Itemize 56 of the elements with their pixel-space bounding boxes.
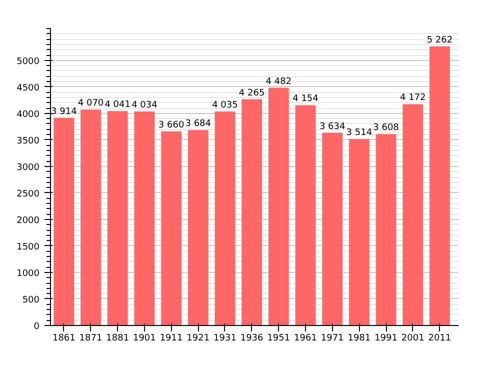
data-label: 4 041: [104, 100, 130, 110]
y-tick-label: 0: [34, 322, 40, 332]
y-tick-label: 1000: [16, 268, 40, 279]
x-tick-label: 1861: [52, 334, 76, 344]
bar: [134, 112, 155, 326]
bar: [107, 111, 128, 326]
data-label: 3 514: [346, 128, 372, 138]
x-tick-label: 1991: [374, 334, 398, 344]
y-tick-label: 1500: [16, 242, 40, 252]
y-tick-label: 5000: [16, 56, 40, 67]
y-tick-label: 3000: [16, 162, 40, 173]
data-label: 4 035: [212, 100, 238, 110]
bar: [402, 104, 424, 326]
x-tick-label: 1936: [240, 334, 264, 344]
bar: [188, 130, 208, 326]
y-tick-label: 3500: [16, 136, 40, 146]
y-tick-label: 2500: [16, 189, 40, 200]
x-tick-label: 1961: [294, 334, 317, 344]
data-label: 3 660: [158, 120, 184, 130]
y-tick-label: 2000: [16, 216, 40, 226]
y-tick-label: 4500: [16, 83, 40, 94]
x-tick-label: 1931: [214, 334, 236, 344]
data-label: 3 634: [319, 122, 346, 132]
x-tick-label: 1971: [320, 334, 344, 344]
y-tick-label: 500: [22, 295, 40, 306]
data-label: 3 608: [373, 123, 400, 134]
data-label: 4 265: [238, 88, 265, 98]
data-label: 4 070: [78, 98, 104, 109]
x-tick-label: 1981: [348, 334, 371, 344]
x-tick-label: 1901: [132, 334, 156, 344]
data-label: 4 172: [400, 93, 426, 104]
data-label: 5 262: [426, 35, 453, 46]
bar: [430, 46, 450, 326]
y-tick-label: 4000: [16, 110, 40, 120]
x-tick-label: 1951: [267, 334, 290, 344]
x-tick-label: 1921: [186, 334, 210, 344]
data-label: 4 154: [292, 94, 319, 104]
x-tick-label: 1881: [106, 334, 130, 344]
bar: [322, 132, 343, 326]
bar: [161, 131, 182, 326]
bar: [214, 112, 236, 326]
bar: [242, 99, 262, 326]
data-label: 3 914: [51, 106, 78, 117]
bar: [54, 118, 74, 326]
x-tick-label: 1911: [160, 334, 183, 344]
x-tick-label: 2001: [401, 334, 424, 344]
bar: [268, 88, 289, 326]
data-label: 4 482: [266, 76, 292, 87]
data-label: 3 684: [185, 119, 212, 130]
bar: [80, 110, 101, 326]
x-tick-label: 1871: [79, 334, 102, 344]
bar: [295, 105, 316, 326]
bar: [376, 134, 396, 326]
bar: [348, 139, 370, 326]
data-label: 4 034: [132, 100, 158, 111]
x-tick-label: 2011: [428, 334, 452, 344]
